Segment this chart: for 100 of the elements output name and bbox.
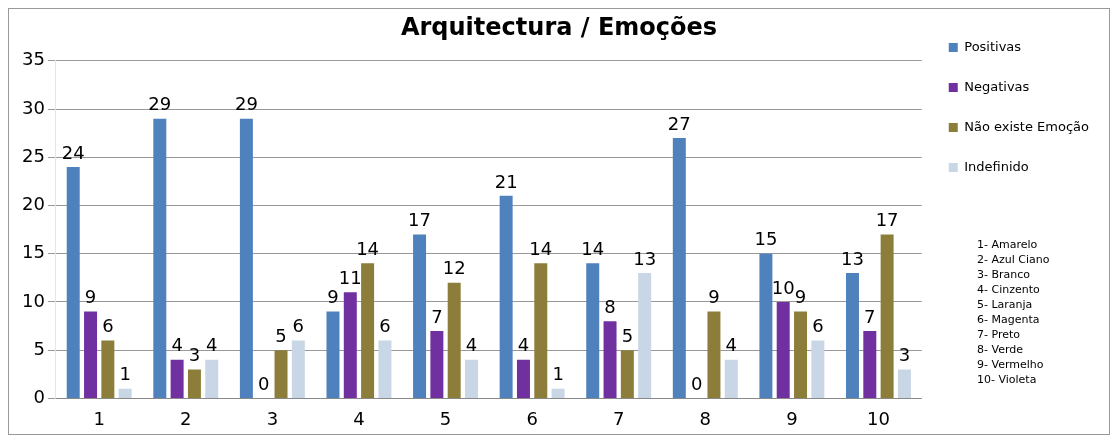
bar [759, 253, 773, 398]
bar [447, 282, 461, 398]
text: 8- Verde [977, 342, 1024, 357]
bar [170, 359, 184, 398]
bar [239, 118, 253, 398]
text: 4- Cinzento [977, 282, 1041, 297]
bar [586, 263, 600, 398]
data-label: 9 [84, 286, 97, 308]
bar [343, 292, 357, 398]
data-label: 6 [812, 315, 824, 337]
data-label: 5 [621, 324, 634, 346]
bar [361, 263, 375, 398]
data-label: 4 [725, 334, 737, 356]
data-label: 6 [292, 315, 305, 337]
x-tick-label: 5 [439, 407, 452, 429]
data-label: 11 [338, 266, 362, 288]
x-tick-label: 7 [612, 407, 625, 429]
data-label: 29 [234, 93, 258, 115]
x-tick-label: 8 [699, 407, 712, 429]
bar [378, 340, 392, 398]
bar [776, 301, 790, 398]
bar [205, 359, 219, 398]
bar [811, 340, 825, 398]
data-label: 9 [794, 286, 807, 308]
data-label: 1 [119, 363, 131, 385]
bar [794, 311, 808, 398]
data-label: 10 [771, 276, 795, 298]
bar [863, 330, 877, 398]
data-label: 3 [898, 344, 911, 366]
bar [603, 321, 617, 398]
data-label: 15 [754, 228, 778, 250]
data-label: 17 [875, 209, 899, 231]
x-tick-label: 2 [180, 407, 192, 429]
text: 10- Violeta [977, 372, 1038, 387]
y-tick-label: 5 [33, 337, 45, 359]
legend-label: Positivas [964, 38, 1022, 54]
data-label: 13 [841, 247, 864, 269]
x-tick-label: 4 [353, 407, 365, 429]
y-tick-label: 15 [22, 241, 45, 263]
text: 7- Preto [977, 327, 1021, 342]
bar [534, 263, 548, 398]
data-label: 29 [148, 93, 172, 115]
legend-label: Negativas [964, 78, 1030, 94]
bar [291, 340, 305, 398]
data-label: 8 [604, 295, 616, 317]
x-tick-label: 6 [526, 407, 538, 429]
legend-label: Não existe Emoção [964, 118, 1090, 134]
data-label: 5 [275, 324, 287, 346]
bar [845, 273, 859, 398]
text: 2- Azul Ciano [977, 252, 1050, 267]
data-label: 27 [667, 112, 691, 134]
bar [465, 359, 478, 398]
bar [638, 273, 652, 398]
y-tick-label: 30 [22, 96, 45, 118]
y-tick-label: 35 [22, 48, 45, 70]
text: 9- Vermelho [977, 357, 1045, 372]
bar [516, 359, 530, 398]
x-tick-label: 10 [867, 407, 890, 429]
y-tick-label: 0 [33, 386, 45, 408]
bar [187, 369, 201, 398]
data-label: 4 [465, 334, 478, 356]
data-label: 14 [529, 238, 553, 260]
data-label: 6 [379, 315, 391, 337]
text: 5- Laranja [977, 297, 1034, 312]
x-tick-label: 9 [786, 407, 798, 429]
bar [430, 330, 444, 398]
text: 3- Branco [977, 267, 1032, 282]
bar [66, 166, 80, 398]
bar [84, 311, 98, 398]
bar [118, 388, 132, 398]
y-tick-label: 20 [22, 193, 45, 215]
bar [499, 195, 513, 398]
bar [707, 311, 721, 398]
data-label: 1 [552, 363, 564, 385]
data-label: 13 [633, 247, 657, 269]
data-label: 12 [442, 257, 466, 279]
data-label: 4 [206, 334, 218, 356]
bar [897, 369, 911, 398]
data-label: 14 [581, 238, 605, 260]
bar [724, 359, 738, 398]
data-label: 9 [327, 286, 339, 308]
data-label: 9 [708, 286, 720, 308]
data-label: 17 [408, 209, 432, 231]
bar [153, 118, 167, 398]
data-label: 0 [690, 373, 703, 395]
bar [326, 311, 340, 398]
legend-label: Indefinido [964, 158, 1029, 174]
text: 1- Amarelo [977, 237, 1039, 252]
x-tick-label: 1 [93, 407, 105, 429]
chart-title: Arquitectura / Emoções [400, 12, 718, 41]
bar [620, 350, 634, 398]
bar [101, 340, 115, 398]
data-label: 7 [431, 305, 443, 327]
data-label: 4 [517, 334, 530, 356]
data-label: 0 [257, 373, 270, 395]
data-label: 24 [61, 141, 85, 163]
data-label: 3 [188, 344, 201, 366]
data-label: 21 [494, 170, 518, 192]
y-tick-label: 10 [22, 289, 45, 311]
x-tick-label: 3 [266, 407, 279, 429]
